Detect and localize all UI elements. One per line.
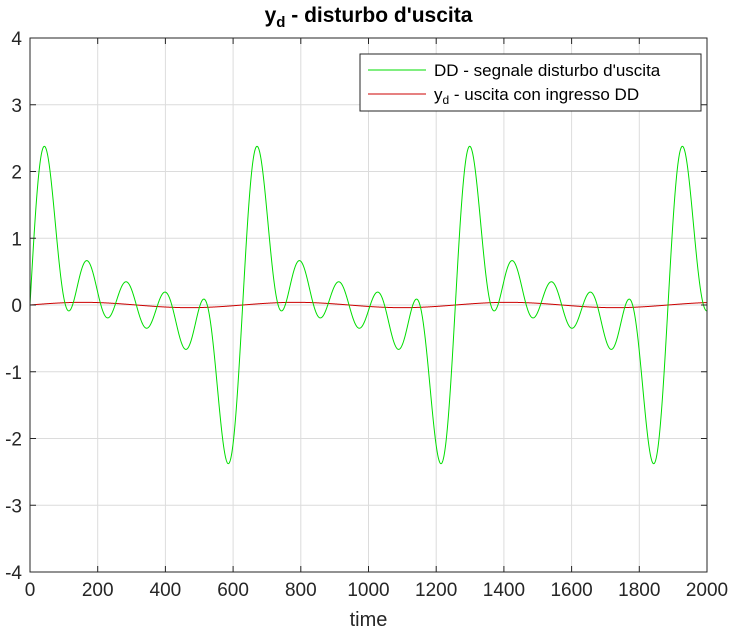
chart-title-main: y [265, 4, 277, 27]
x-tick-label: 1400 [483, 580, 525, 601]
x-tick-label: 1000 [347, 580, 389, 601]
legend-entry-dd: DD - segnale disturbo d'uscita [434, 61, 661, 80]
x-tick-label: 1200 [415, 580, 457, 601]
chart-title: yd - disturbo d'uscita [265, 4, 473, 31]
x-tick-label: 0 [25, 580, 36, 601]
legend-entry-yd: yd - uscita con ingresso DD [434, 85, 639, 107]
x-tick-label: 800 [285, 580, 317, 601]
y-tick-label: -1 [5, 363, 22, 384]
chart-title-rest: - disturbo d'uscita [285, 4, 472, 27]
x-tick-label: 600 [217, 580, 249, 601]
x-tick-label: 1600 [550, 580, 592, 601]
y-tick-label: 3 [11, 96, 22, 117]
legend: DD - segnale disturbo d'uscita yd - usci… [359, 53, 702, 112]
series-layer [29, 145, 708, 465]
x-tick-label: 400 [150, 580, 182, 601]
legend-entry-yd-rest: - uscita con ingresso DD [449, 85, 639, 104]
y-tick-label: 1 [11, 229, 22, 250]
y-tick-label: -4 [5, 563, 22, 584]
axis-ticks: 0 200 400 600 800 1000 1200 1400 1600 1800 2000 -4 -… [5, 29, 728, 601]
series-line-dd [29, 145, 707, 465]
legend-box [359, 53, 702, 112]
y-tick-label: 0 [11, 296, 22, 317]
y-tick-label: -2 [5, 430, 22, 451]
legend-entry-yd-subscript: d [443, 93, 450, 107]
y-tick-label: 4 [11, 29, 22, 50]
x-tick-label: 200 [82, 580, 114, 601]
x-tick-label: 2000 [686, 580, 728, 601]
x-tick-label: 1800 [618, 580, 660, 601]
legend-entry-yd-main: y [434, 85, 443, 104]
y-tick-label: 2 [11, 163, 22, 184]
chart-title-subscript: d [276, 14, 285, 31]
x-axis-label: time [350, 609, 388, 630]
y-tick-label: -3 [5, 496, 22, 517]
series-line-yd [29, 301, 708, 309]
